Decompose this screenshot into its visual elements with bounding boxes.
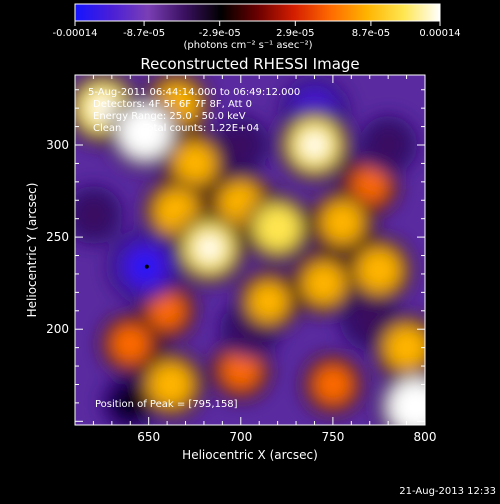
- y-tick-label: 250: [46, 230, 69, 244]
- heatmap-blob-core: [401, 392, 425, 421]
- annotation-time: 5-Aug-2011 06:44:14.000 to 06:49:12.000: [88, 87, 300, 98]
- colorbar-tick-label: 0.00014: [419, 28, 460, 39]
- heatmap-blob-core: [131, 118, 159, 146]
- plot-frame: [74, 74, 426, 426]
- x-tick-label: 650: [137, 430, 160, 444]
- heatmap-blob: [320, 200, 365, 245]
- colorbar-tick-label: -2.9e-05: [199, 28, 241, 39]
- y-tick-label: 200: [46, 322, 69, 336]
- x-axis-title: Heliocentric X (arcsec): [182, 448, 318, 462]
- annotation-counts: Total counts: 1.22E+04: [142, 123, 259, 134]
- colorbar-tick-label: 2.9e-05: [276, 28, 314, 39]
- y-axis-title: Heliocentric Y (arcsec): [25, 183, 39, 318]
- heatmap-blob: [110, 323, 151, 364]
- heatmap-area: [75, 75, 425, 425]
- heatmap-blob: [301, 261, 346, 306]
- heatmap-blob: [220, 349, 261, 390]
- colorbar: -0.00014 -8.7e-05 -2.9e-05 2.9e-05 8.7e-05 0.…: [53, 3, 461, 51]
- colorbar-tick-label: 8.7e-05: [352, 28, 390, 39]
- heatmap-blobs: [75, 75, 425, 425]
- heatmap-blob: [247, 280, 290, 323]
- info-annotations: 5-Aug-2011 06:44:14.000 to 06:49:12.000 …: [88, 87, 300, 410]
- generation-timestamp: 21-Aug-2013 12:33: [399, 486, 496, 497]
- y-tick-label: 300: [46, 138, 69, 152]
- x-axis: 650 700 750 800: [92, 75, 437, 444]
- annotation-clean: Clean: [93, 123, 121, 134]
- peak-position-label: Position of Peak = [795,158]: [95, 399, 238, 410]
- annotation-detectors: Detectors: 4F 5F 6F 7F 8F, Att 0: [93, 99, 252, 110]
- heatmap-blob: [369, 126, 408, 164]
- y-axis: 200 250 300: [46, 89, 425, 422]
- heatmap-blob: [75, 196, 113, 234]
- x-tick-label: 700: [229, 430, 252, 444]
- colorbar-tick-label: -8.7e-05: [123, 28, 165, 39]
- heatmap-blob: [383, 324, 425, 371]
- heatmap-blob: [253, 203, 302, 252]
- heatmap-blob-core: [301, 132, 328, 158]
- marked-point: [144, 264, 149, 269]
- heatmap-blob: [172, 141, 217, 186]
- heatmap-blob-core: [196, 235, 223, 262]
- colorbar-ticks: -0.00014 -8.7e-05 -2.9e-05 2.9e-05 8.7e-05 0.…: [53, 21, 461, 39]
- colorbar-units: (photons cm⁻² s⁻¹ asec⁻²): [183, 40, 312, 51]
- heatmap-blob: [148, 291, 187, 330]
- heatmap-blob: [221, 126, 260, 164]
- heatmap-blob: [312, 364, 353, 405]
- heatmap-blob: [147, 361, 194, 408]
- colorbar-strip: [74, 3, 441, 22]
- x-tick-label: 750: [321, 430, 344, 444]
- heatmap-blob: [350, 166, 389, 205]
- x-tick-label: 800: [414, 430, 437, 444]
- chart-title: Reconstructed RHESSI Image: [140, 55, 359, 73]
- heatmap-blob-core: [89, 95, 116, 122]
- heatmap-blob: [355, 247, 402, 294]
- annotation-energy: Energy Range: 25.0 - 50.0 keV: [93, 111, 246, 122]
- colorbar-tick-label: -0.00014: [53, 28, 98, 39]
